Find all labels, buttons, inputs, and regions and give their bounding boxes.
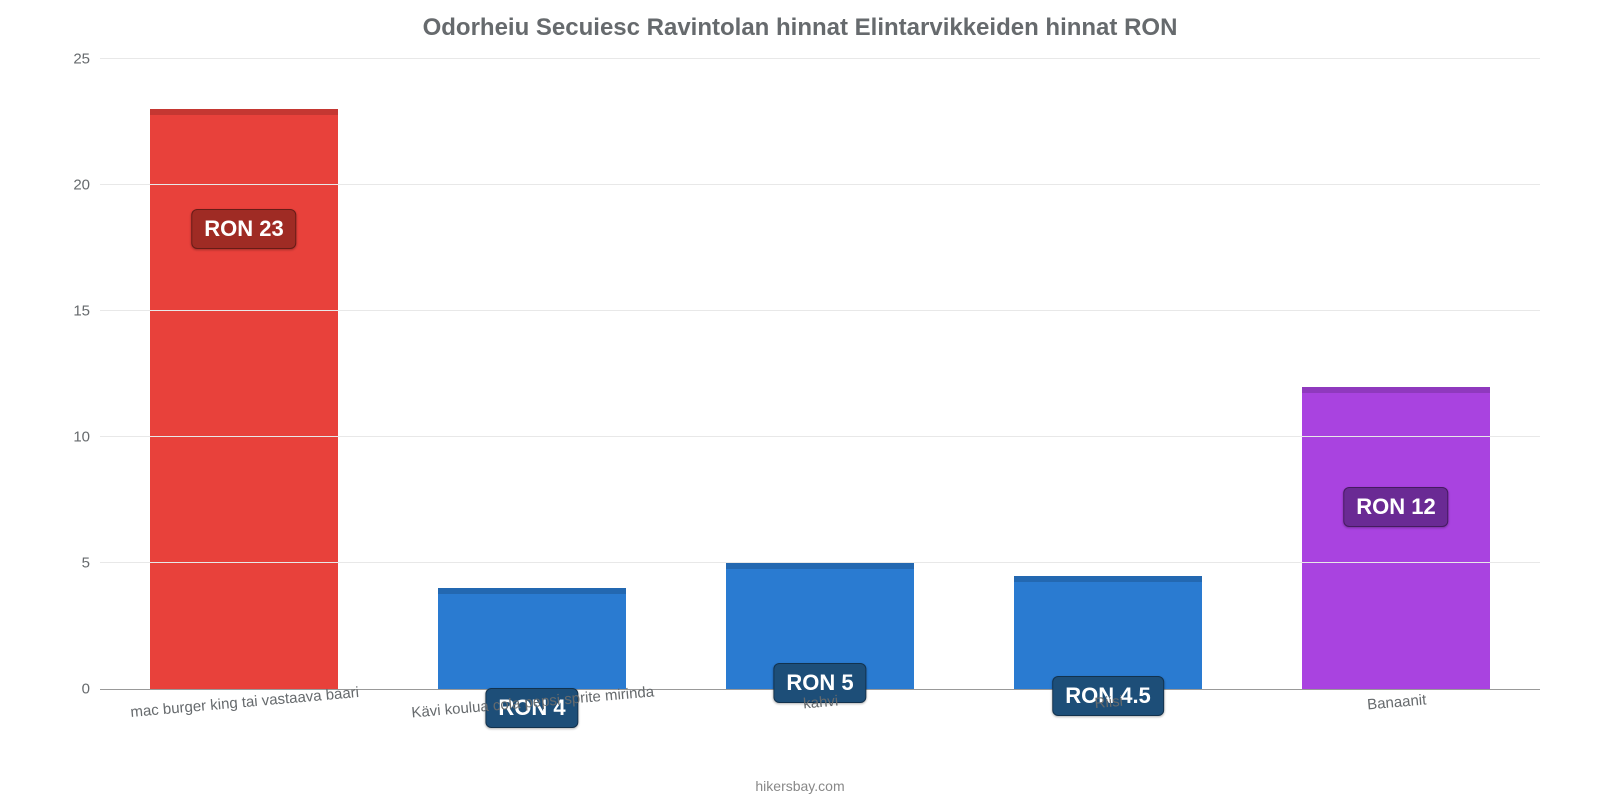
x-tick-label: Banaanit (1367, 691, 1427, 713)
x-label-slot: Banaanit (1252, 694, 1540, 754)
value-badge: RON 12 (1343, 487, 1448, 527)
x-label-slot: mac burger king tai vastaava baari (100, 694, 388, 754)
chart-plot-area: RON 23RON 4RON 5RON 4.5RON 12 0510152025 (100, 60, 1540, 690)
gridline (100, 310, 1540, 311)
y-tick-label: 0 (50, 681, 90, 698)
gridline (100, 184, 1540, 185)
y-tick-label: 20 (50, 177, 90, 194)
bar-slot: RON 23 (100, 60, 388, 689)
attribution-text: hikersbay.com (0, 778, 1600, 794)
bar-slot: RON 4 (388, 60, 676, 689)
x-tick-label: kahvi (803, 692, 839, 712)
y-tick-label: 5 (50, 555, 90, 572)
bar-slot: RON 12 (1252, 60, 1540, 689)
chart-title: Odorheiu Secuiesc Ravintolan hinnat Elin… (0, 0, 1600, 42)
bar: RON 4 (438, 588, 625, 689)
y-tick-label: 15 (50, 303, 90, 320)
x-label-slot: kahvi (676, 694, 964, 754)
x-label-slot: Kävi koulua cola pepsi sprite mirinda (388, 694, 676, 754)
x-axis-labels: mac burger king tai vastaava baariKävi k… (100, 694, 1540, 754)
y-tick-label: 25 (50, 51, 90, 68)
bar-slot: RON 5 (676, 60, 964, 689)
bar: RON 4.5 (1014, 576, 1201, 689)
x-label-slot: Riisi (964, 694, 1252, 754)
gridline (100, 436, 1540, 437)
plot-region: RON 23RON 4RON 5RON 4.5RON 12 0510152025 (100, 60, 1540, 690)
y-tick-label: 10 (50, 429, 90, 446)
gridline (100, 562, 1540, 563)
bars-container: RON 23 RON 4 RON 5 RON 4.5 RON 12 (100, 60, 1540, 689)
bar-slot: RON 4.5 (964, 60, 1252, 689)
x-tick-label: Riisi (1094, 693, 1124, 712)
bar: RON 23 (150, 109, 337, 689)
bar: RON 5 (726, 563, 913, 689)
bar: RON 12 (1302, 387, 1489, 689)
value-badge: RON 23 (191, 209, 296, 249)
gridline (100, 58, 1540, 59)
